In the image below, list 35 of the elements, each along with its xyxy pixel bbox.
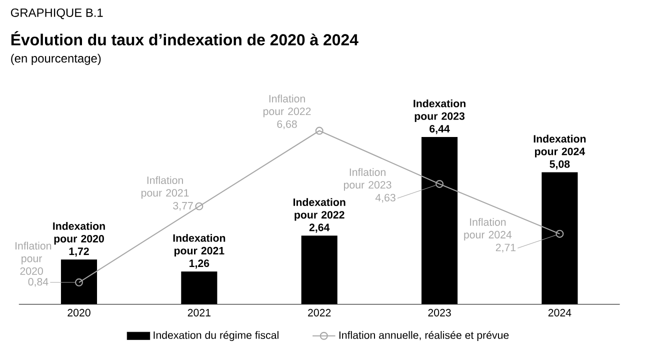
data-label: 1,26	[189, 260, 210, 269]
x-tick-label: 2024	[548, 309, 572, 317]
data-label: 6,44	[430, 125, 450, 134]
data-label: 2,71	[496, 244, 516, 253]
x-tick-label: 2021	[188, 309, 210, 317]
data-label: 4,63	[375, 194, 396, 203]
annotation: Inflation pour 2021	[141, 176, 189, 199]
annotation: Indexation pour 2024	[534, 134, 586, 158]
data-label: 0,84	[28, 278, 48, 287]
data-label: 6,68	[277, 120, 297, 130]
point	[436, 180, 444, 188]
legend-label: Indexation du régime fiscal	[154, 331, 278, 342]
annotation: Inflation pour 2020	[16, 242, 52, 275]
annotation: Inflation pour 2022	[263, 94, 311, 118]
x-tick-label: 2023	[428, 309, 451, 317]
data-label: 2,64	[309, 224, 330, 233]
point	[315, 126, 324, 135]
point	[75, 278, 83, 286]
data-label: 1,72	[69, 248, 89, 257]
data-label: 3,77	[173, 202, 193, 211]
annotation: Indexation pour 2021	[173, 234, 226, 257]
x-tick-label: 2022	[308, 309, 331, 317]
point	[195, 202, 204, 210]
annotation: Inflation pour 2023	[344, 168, 392, 191]
annotation: Indexation pour 2020	[53, 222, 105, 245]
annotation: Inflation pour 2024	[464, 218, 512, 241]
point	[556, 230, 564, 238]
annotation: Indexation pour 2023	[414, 100, 466, 122]
x-tick-label: 2020	[68, 309, 90, 317]
text: GRAPHIQUE B.1	[10, 8, 103, 20]
annotation: Indexation pour 2022	[293, 198, 346, 221]
chart-title: Évolution du taux d’indexation de 2020 à 2024	[11, 31, 358, 46]
chart-subtitle: (en pourcentage)	[11, 54, 101, 66]
data-label: 5,08	[550, 160, 570, 170]
legend-label: Inflation annuelle, réalisée et prévue	[339, 331, 509, 342]
